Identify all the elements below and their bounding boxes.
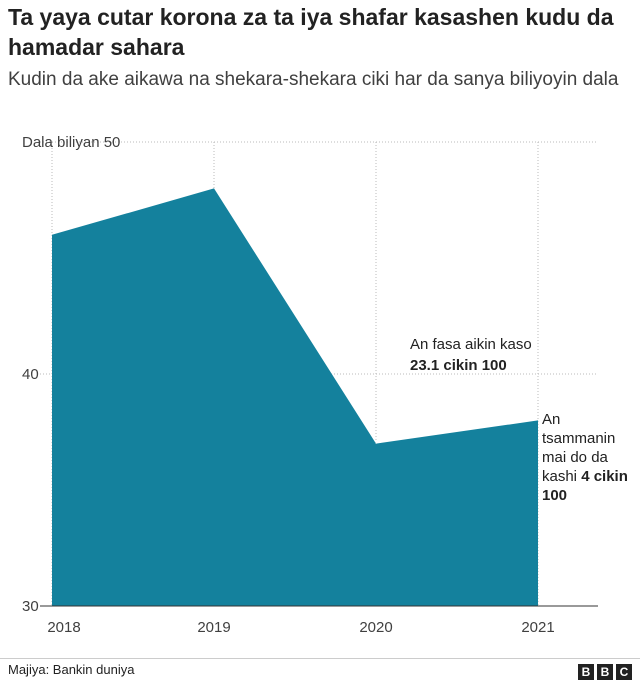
- annotation-text-span: kashi: [542, 468, 581, 485]
- annotation-text: kashi 4 cikin: [542, 468, 628, 485]
- annotation-text: tsammanin: [542, 430, 615, 447]
- x-tick-label: 2018: [47, 619, 80, 636]
- bbc-logo-letter: B: [597, 664, 613, 680]
- bbc-logo-letter: B: [578, 664, 594, 680]
- annotation-text: 23.1 cikin 100: [410, 357, 507, 374]
- x-tick-label: 2019: [197, 619, 230, 636]
- annotation-text-span: An: [542, 411, 560, 428]
- annotation-text: 100: [542, 487, 567, 504]
- annotation-text-span: 23.1 cikin 100: [410, 357, 507, 374]
- annotation-text: An: [542, 411, 560, 428]
- annotation-text-span: 100: [542, 487, 567, 504]
- annotation-leader-line: [375, 349, 402, 444]
- y-tick-label: Dala biliyan 50: [22, 134, 120, 151]
- annotation-text-span: 4 cikin: [581, 468, 628, 485]
- annotation-text: mai do da: [542, 449, 609, 466]
- y-tick-label: 40: [22, 366, 39, 383]
- footer-divider: [0, 658, 640, 659]
- chart-subtitle: Kudin da ake aikawa na shekara-shekara c…: [8, 69, 619, 90]
- bbc-logo: B B C: [578, 664, 632, 680]
- annotation-text-span: An fasa aikin kaso: [410, 336, 532, 353]
- x-tick-label: 2020: [359, 619, 392, 636]
- annotation-text: An fasa aikin kaso: [410, 336, 532, 353]
- source-note: Majiya: Bankin duniya: [8, 662, 135, 677]
- y-tick-label: 30: [22, 598, 39, 615]
- area-series: [52, 188, 538, 606]
- bbc-logo-letter: C: [616, 664, 632, 680]
- chart-title: Ta yaya cutar korona za ta iya shafar ka…: [8, 4, 614, 60]
- annotation-text-span: mai do da: [542, 449, 609, 466]
- x-tick-label: 2021: [521, 619, 554, 636]
- annotation-text-span: tsammanin: [542, 430, 615, 447]
